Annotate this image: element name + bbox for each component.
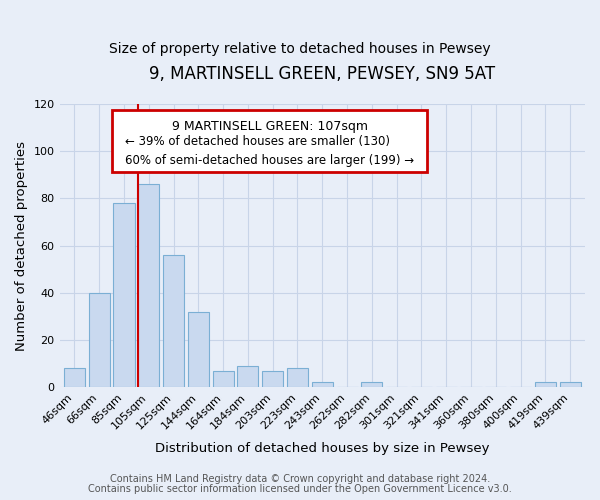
Bar xyxy=(138,184,160,387)
Text: Contains public sector information licensed under the Open Government Licence v3: Contains public sector information licen… xyxy=(88,484,512,494)
Bar xyxy=(287,368,308,387)
Bar xyxy=(361,382,382,387)
Bar xyxy=(312,382,333,387)
Text: ← 39% of detached houses are smaller (130): ← 39% of detached houses are smaller (13… xyxy=(125,135,390,148)
Bar xyxy=(560,382,581,387)
Bar xyxy=(262,370,283,387)
Text: 9 MARTINSELL GREEN: 107sqm: 9 MARTINSELL GREEN: 107sqm xyxy=(172,120,368,132)
Y-axis label: Number of detached properties: Number of detached properties xyxy=(15,140,28,350)
Bar xyxy=(188,312,209,387)
Bar xyxy=(89,292,110,387)
Bar xyxy=(535,382,556,387)
Bar xyxy=(64,368,85,387)
Text: 60% of semi-detached houses are larger (199) →: 60% of semi-detached houses are larger (… xyxy=(125,154,415,166)
Text: Size of property relative to detached houses in Pewsey: Size of property relative to detached ho… xyxy=(109,42,491,56)
Title: 9, MARTINSELL GREEN, PEWSEY, SN9 5AT: 9, MARTINSELL GREEN, PEWSEY, SN9 5AT xyxy=(149,65,496,83)
Bar xyxy=(212,370,233,387)
Text: Contains HM Land Registry data © Crown copyright and database right 2024.: Contains HM Land Registry data © Crown c… xyxy=(110,474,490,484)
X-axis label: Distribution of detached houses by size in Pewsey: Distribution of detached houses by size … xyxy=(155,442,490,455)
FancyBboxPatch shape xyxy=(112,110,427,172)
Bar xyxy=(163,255,184,387)
Bar xyxy=(238,366,259,387)
Bar xyxy=(113,203,134,387)
